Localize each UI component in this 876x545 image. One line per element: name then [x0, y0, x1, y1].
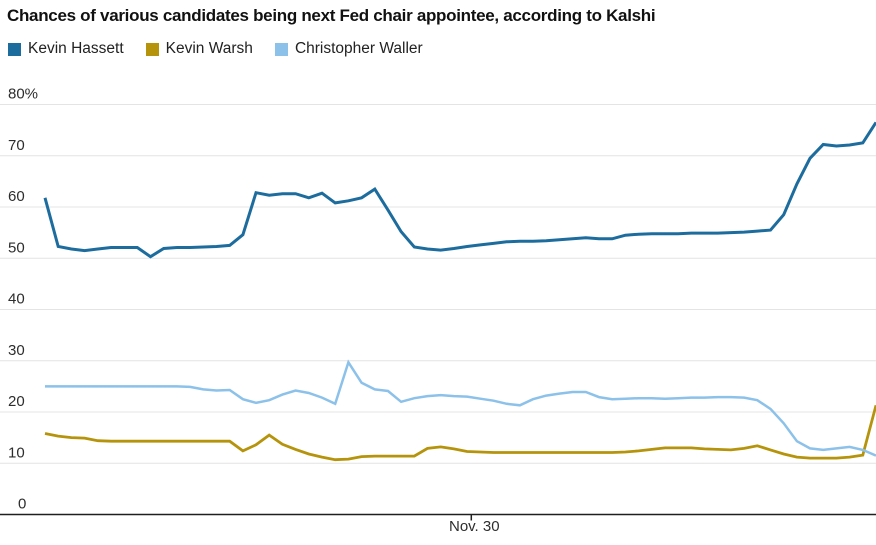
y-tick-label: 80%	[8, 86, 38, 103]
legend-label: Christopher Waller	[294, 40, 423, 57]
y-tick-label: 60	[8, 188, 25, 205]
legend-label: Kevin Hassett	[28, 40, 124, 57]
y-tick-label: 10	[8, 444, 25, 461]
chart-legend: Kevin Hassett Kevin Warsh Christopher Wa…	[8, 40, 423, 58]
y-tick-label: 70	[8, 137, 25, 154]
series-line-kevin-hassett	[43, 121, 876, 259]
legend-swatch-icon	[145, 42, 159, 56]
legend-label: Kevin Warsh	[165, 40, 253, 57]
y-tick-label: 20	[8, 393, 25, 410]
x-tick-label: Nov. 30	[449, 518, 500, 535]
legend-item-kevin-hassett: Kevin Hassett	[8, 40, 124, 58]
y-tick-label: 30	[8, 342, 25, 359]
y-tick-label: 40	[8, 291, 25, 308]
legend-item-kevin-warsh: Kevin Warsh	[145, 40, 253, 58]
chart-title: Chances of various candidates being next…	[7, 6, 656, 25]
legend-swatch-icon	[8, 42, 21, 56]
y-tick-label: 0	[18, 496, 26, 513]
legend-swatch-icon	[274, 42, 288, 56]
y-tick-label: 50	[8, 239, 25, 256]
series-line-kevin-warsh	[44, 404, 876, 462]
series-line-christopher-waller	[45, 359, 876, 457]
legend-item-christopher-waller: Christopher Waller	[274, 40, 423, 58]
